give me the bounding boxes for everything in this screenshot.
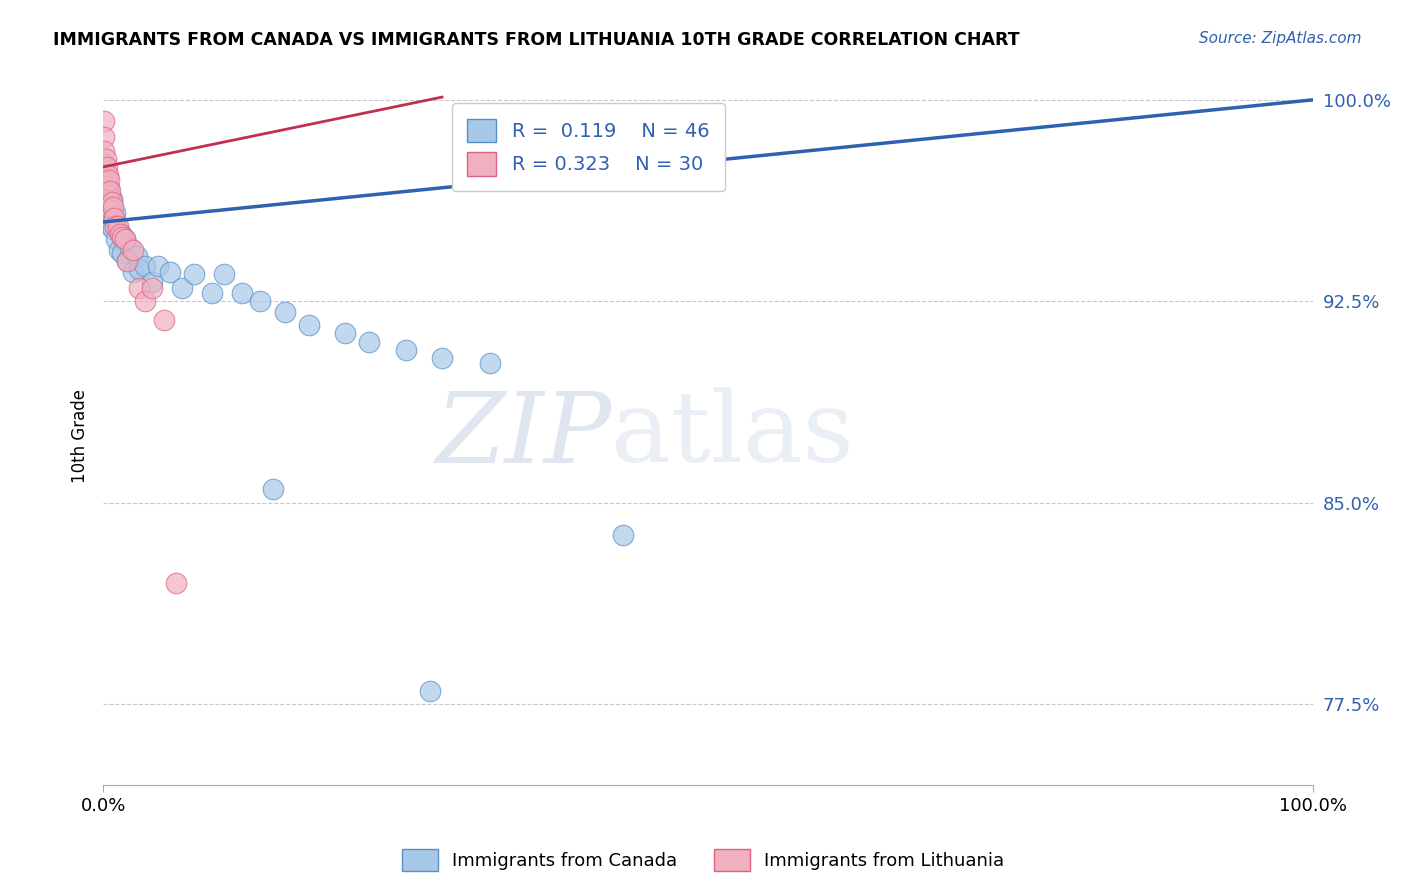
Point: [117, 254, 139, 268]
Point: [100, 208, 122, 222]
Point: [110, 227, 132, 241]
Point: [100, 194, 122, 209]
Point: [262, 483, 284, 497]
Point: [94, 173, 117, 187]
Point: [108, 227, 131, 241]
Point: [333, 326, 356, 341]
Point: [111, 229, 134, 244]
Point: [231, 286, 253, 301]
Point: [98, 211, 121, 225]
Point: [117, 254, 139, 268]
Point: [97, 189, 120, 203]
Point: [96, 170, 118, 185]
Point: [103, 211, 125, 225]
Point: [201, 286, 224, 301]
Point: [94, 184, 117, 198]
Point: [96, 205, 118, 219]
Point: [249, 294, 271, 309]
Point: [97, 168, 120, 182]
Point: [479, 356, 502, 370]
Point: [93, 160, 115, 174]
Point: [159, 265, 181, 279]
Point: [96, 178, 118, 193]
Point: [97, 184, 120, 198]
Legend: Immigrants from Canada, Immigrants from Lithuania: Immigrants from Canada, Immigrants from …: [395, 842, 1011, 879]
Point: [134, 260, 156, 274]
Point: [114, 232, 136, 246]
Point: [128, 262, 150, 277]
Point: [104, 219, 127, 233]
Point: [298, 318, 321, 333]
Point: [100, 192, 122, 206]
Point: [107, 219, 129, 233]
Text: atlas: atlas: [612, 388, 853, 483]
Point: [612, 528, 634, 542]
Point: [212, 268, 235, 282]
Point: [98, 200, 121, 214]
Point: [94, 194, 117, 209]
Y-axis label: 10th Grade: 10th Grade: [72, 389, 89, 483]
Point: [94, 168, 117, 182]
Point: [94, 152, 117, 166]
Point: [105, 232, 128, 246]
Point: [118, 240, 141, 254]
Point: [122, 244, 145, 258]
Point: [100, 219, 122, 233]
Point: [98, 181, 121, 195]
Point: [146, 260, 169, 274]
Point: [152, 313, 174, 327]
Point: [104, 205, 127, 219]
Point: [170, 281, 193, 295]
Point: [108, 244, 131, 258]
Point: [103, 211, 125, 225]
Point: [141, 276, 163, 290]
Point: [93, 130, 115, 145]
Text: Source: ZipAtlas.com: Source: ZipAtlas.com: [1198, 31, 1361, 46]
Point: [114, 232, 136, 246]
Point: [101, 221, 124, 235]
Point: [93, 144, 115, 158]
Point: [134, 294, 156, 309]
Point: [101, 200, 124, 214]
Point: [100, 200, 122, 214]
Legend: R =  0.119    N = 46, R = 0.323    N = 30: R = 0.119 N = 46, R = 0.323 N = 30: [451, 103, 725, 192]
Point: [419, 683, 441, 698]
Point: [93, 178, 115, 193]
Point: [128, 281, 150, 295]
Point: [107, 221, 129, 235]
Text: ZIP: ZIP: [434, 388, 612, 483]
Point: [395, 343, 418, 357]
Point: [359, 334, 381, 349]
Text: IMMIGRANTS FROM CANADA VS IMMIGRANTS FROM LITHUANIA 10TH GRADE CORRELATION CHART: IMMIGRANTS FROM CANADA VS IMMIGRANTS FRO…: [53, 31, 1021, 49]
Point: [96, 160, 118, 174]
Point: [97, 216, 120, 230]
Point: [98, 173, 121, 187]
Point: [165, 576, 187, 591]
Point: [111, 246, 134, 260]
Point: [122, 265, 145, 279]
Point: [141, 281, 163, 295]
Point: [96, 189, 118, 203]
Point: [93, 157, 115, 171]
Point: [93, 173, 115, 187]
Point: [125, 249, 148, 263]
Point: [430, 351, 453, 365]
Point: [183, 268, 205, 282]
Point: [273, 305, 295, 319]
Point: [100, 184, 122, 198]
Point: [93, 114, 115, 128]
